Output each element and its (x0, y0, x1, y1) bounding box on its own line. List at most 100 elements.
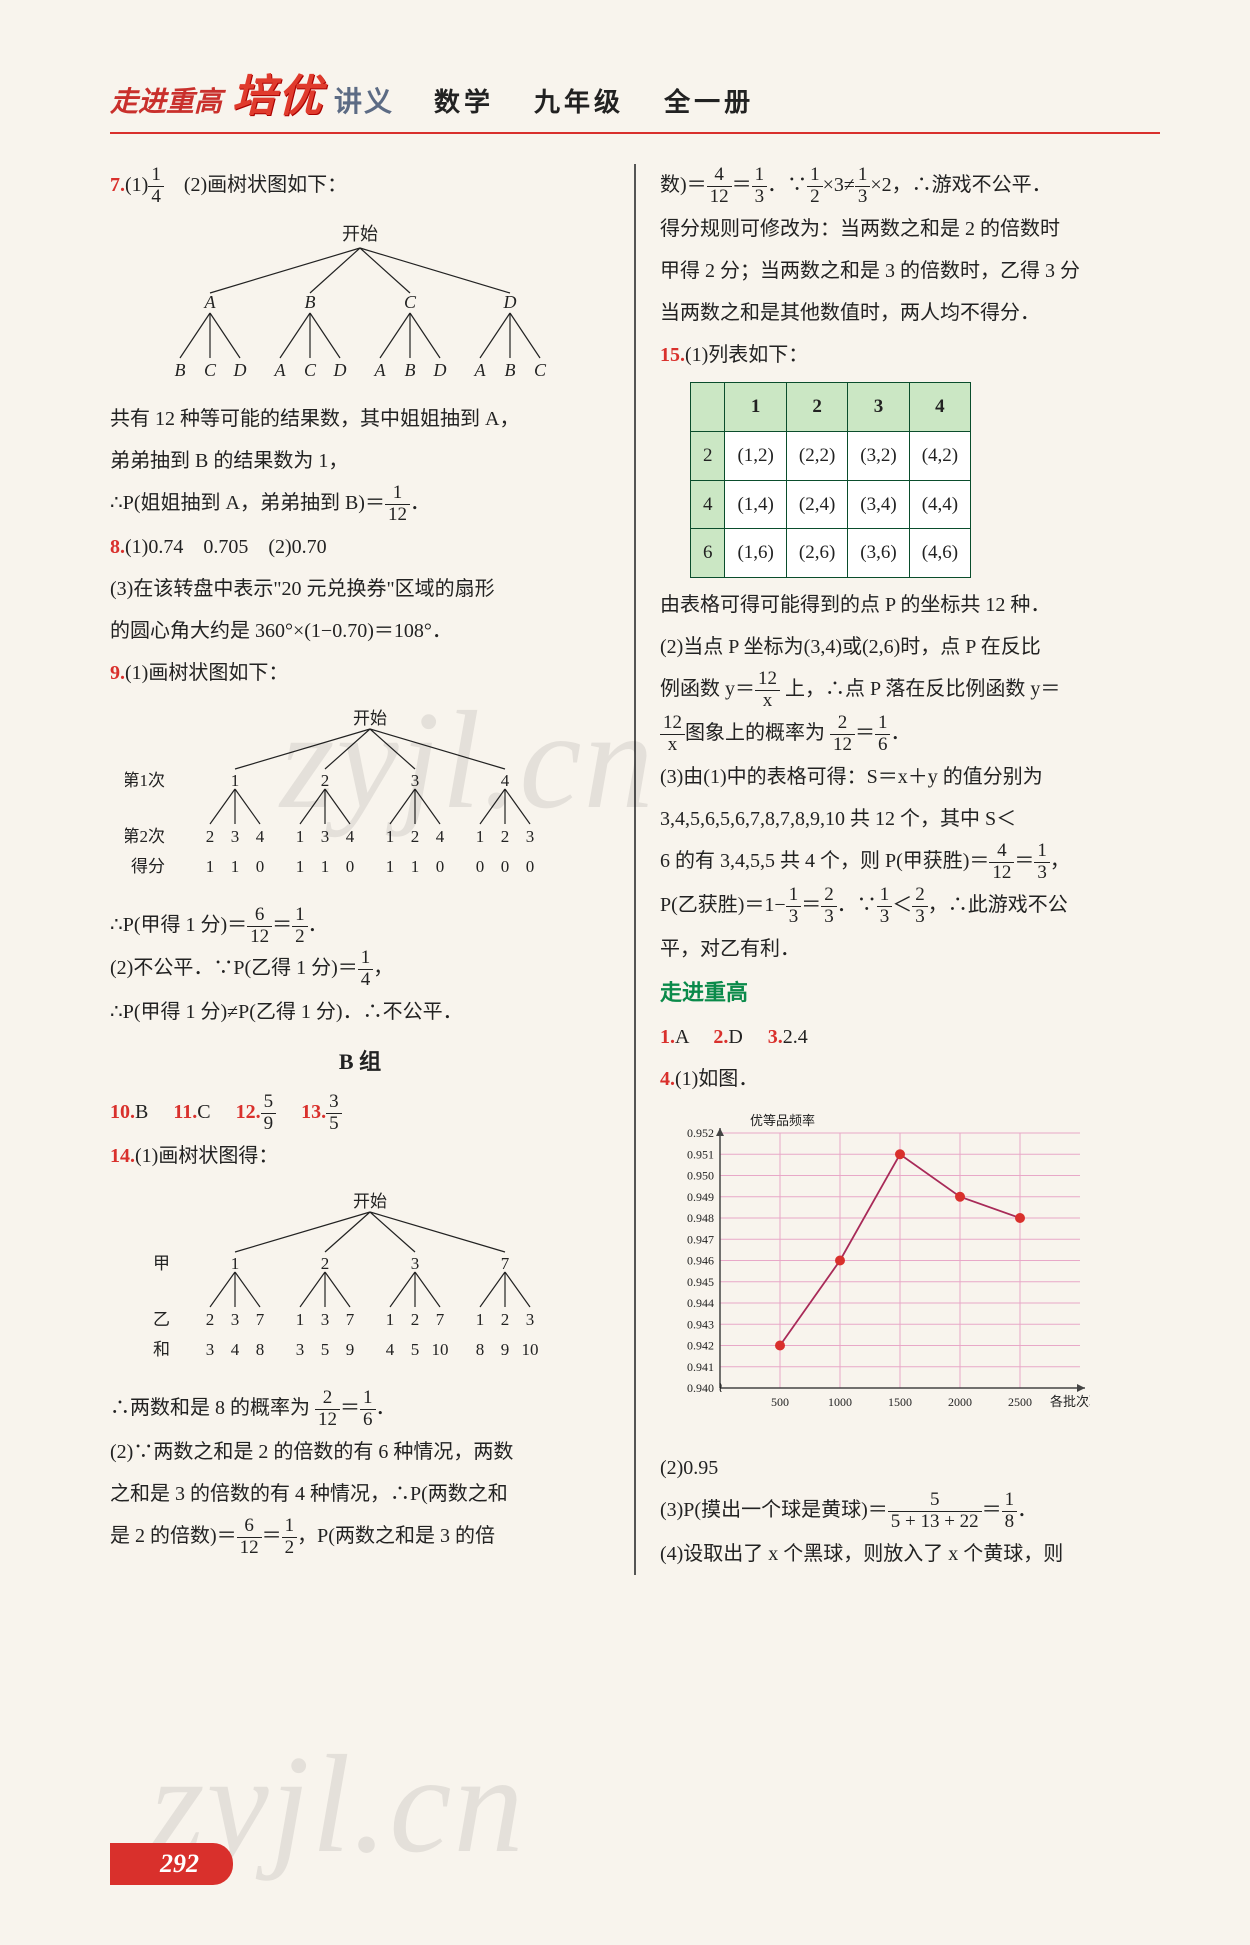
svg-text:C: C (404, 292, 417, 312)
header-brand-2: 培优 (232, 60, 324, 124)
a4d: (4)设取出了 x 个黑球，则放入了 x 个黄球，则 (660, 1533, 1160, 1575)
svg-text:A: A (274, 360, 287, 380)
svg-text:0.942: 0.942 (687, 1338, 714, 1352)
q15c-l3: 12x图象上的概率为 212＝16． (660, 712, 1160, 756)
svg-text:0: 0 (476, 857, 485, 876)
cont-l2: 得分规则可修改为：当两数之和是 2 的倍数时 (660, 208, 1160, 250)
section-zjzg: 走进重高 (660, 970, 1160, 1016)
svg-text:1: 1 (386, 857, 395, 876)
svg-text:C: C (534, 360, 547, 380)
q15d-l2: 3,4,5,6,5,6,7,8,7,8,9,10 共 12 个，其中 S＜ (660, 798, 1160, 840)
svg-text:甲: 甲 (153, 1254, 170, 1273)
svg-text:开始: 开始 (342, 224, 378, 244)
svg-text:得分: 得分 (131, 857, 165, 876)
svg-text:0.940: 0.940 (687, 1381, 714, 1395)
cont-l1: 数)＝412＝13．∵12×3≠13×2，∴游戏不公平． (660, 164, 1160, 208)
q9c: (2)不公平．∵P(乙得 1 分)＝14， (110, 947, 610, 991)
svg-text:0: 0 (346, 857, 355, 876)
svg-text:9: 9 (346, 1340, 355, 1359)
q15c-l1: (2)当点 P 坐标为(3,4)或(2,6)时，点 P 在反比 (660, 626, 1160, 668)
svg-text:3: 3 (321, 827, 330, 846)
svg-text:4: 4 (501, 771, 510, 790)
svg-text:0.948: 0.948 (687, 1211, 714, 1225)
svg-text:2500: 2500 (1008, 1395, 1032, 1409)
q7-text2: 弟弟抽到 B 的结果数为 1， (110, 440, 610, 482)
svg-text:3: 3 (231, 1310, 240, 1329)
svg-text:1: 1 (296, 1310, 305, 1329)
q15-line: 15.(1)列表如下： (660, 334, 1160, 376)
page-header: 走进重高 培优 讲义 数学 九年级 全一册 (110, 60, 1160, 134)
tree-diagram-14: 开始 甲 12 37 乙 237 137 127 123 和 348 359 4… (125, 1187, 595, 1377)
q7-num: 7. (110, 174, 125, 196)
a4b: (2)0.95 (660, 1447, 1160, 1489)
svg-text:1: 1 (296, 857, 305, 876)
svg-text:3: 3 (321, 1310, 330, 1329)
svg-text:B: B (405, 360, 416, 380)
svg-text:4: 4 (346, 827, 355, 846)
q15e-l1: P(乙获胜)＝1−13＝23．∵13＜23，∴此游戏不公 (660, 884, 1160, 928)
svg-text:10: 10 (432, 1340, 449, 1359)
svg-text:0.946: 0.946 (687, 1253, 714, 1267)
q15e-l2: 平，对乙有利． (660, 928, 1160, 970)
svg-text:4: 4 (231, 1340, 240, 1359)
svg-text:1: 1 (231, 857, 240, 876)
svg-text:3: 3 (296, 1340, 305, 1359)
svg-text:0: 0 (436, 857, 445, 876)
q8b-l1: (3)在该转盘中表示"20 元兑换券"区域的扇形 (110, 568, 610, 610)
svg-text:A: A (474, 360, 487, 380)
svg-text:5: 5 (321, 1340, 330, 1359)
svg-text:7: 7 (346, 1310, 355, 1329)
svg-text:10: 10 (522, 1340, 539, 1359)
svg-text:0.947: 0.947 (687, 1232, 714, 1246)
q9-line: 9.(1)画树状图如下： (110, 652, 610, 694)
svg-text:1: 1 (206, 857, 215, 876)
svg-text:8: 8 (256, 1340, 265, 1359)
svg-text:2: 2 (321, 771, 330, 790)
svg-text:0.949: 0.949 (687, 1189, 714, 1203)
svg-text:4: 4 (436, 827, 445, 846)
q15d-l1: (3)由(1)中的表格可得：S＝x＋y 的值分别为 (660, 756, 1160, 798)
svg-text:和: 和 (153, 1340, 170, 1359)
q14c-l2: 之和是 3 的倍数的有 4 种情况，∴P(两数之和 (110, 1473, 610, 1515)
right-column: 数)＝412＝13．∵12×3≠13×2，∴游戏不公平． 得分规则可修改为：当两… (660, 164, 1160, 1575)
svg-text:0.950: 0.950 (687, 1168, 714, 1182)
svg-text:优等品频率: 优等品频率 (750, 1113, 815, 1128)
svg-text:2: 2 (411, 827, 420, 846)
q7-text3: ∴P(姐姐抽到 A，弟弟抽到 B)＝112． (110, 482, 610, 526)
svg-text:2: 2 (206, 827, 215, 846)
svg-text:3: 3 (411, 771, 420, 790)
svg-text:第2次: 第2次 (125, 827, 165, 846)
svg-text:2: 2 (206, 1310, 215, 1329)
svg-text:C: C (204, 360, 217, 380)
q7-p1: (1) (125, 174, 148, 196)
cont-l3: 甲得 2 分；当两数之和是 3 的倍数时，乙得 3 分 (660, 250, 1160, 292)
svg-text:3: 3 (526, 1310, 535, 1329)
left-column: 7.(1)14 (2)画树状图如下： 开始 A B C D BCD ACD AB… (110, 164, 610, 1575)
q7-text1: 共有 12 种等可能的结果数，其中姐姐抽到 A， (110, 398, 610, 440)
svg-text:1: 1 (321, 857, 330, 876)
q14-line: 14.(1)画树状图得： (110, 1135, 610, 1177)
svg-text:7: 7 (436, 1310, 445, 1329)
q15b: 由表格可得可能得到的点 P 的坐标共 12 种． (660, 584, 1160, 626)
column-divider (634, 164, 636, 1575)
svg-text:1: 1 (386, 827, 395, 846)
svg-text:9: 9 (501, 1340, 510, 1359)
svg-text:B: B (505, 360, 516, 380)
svg-text:1500: 1500 (888, 1395, 912, 1409)
q15c-l2: 例函数 y＝12x 上，∴点 P 落在反比例函数 y＝ (660, 668, 1160, 712)
svg-text:2: 2 (321, 1254, 330, 1273)
svg-text:0.945: 0.945 (687, 1274, 714, 1288)
svg-text:0: 0 (526, 857, 535, 876)
svg-text:1: 1 (231, 1254, 240, 1273)
svg-text:7: 7 (256, 1310, 265, 1329)
svg-text:C: C (304, 360, 317, 380)
q14c-l3: 是 2 的倍数)＝612＝12，P(两数之和是 3 的倍 (110, 1515, 610, 1559)
q14b: ∴两数和是 8 的概率为 212＝16． (110, 1387, 610, 1431)
svg-text:1: 1 (296, 827, 305, 846)
group-b-heading: B 组 (110, 1039, 610, 1085)
header-grade: 九年级 (534, 82, 624, 119)
svg-text:第1次: 第1次 (125, 771, 165, 790)
q8-line: 8.(1)0.74 0.705 (2)0.70 (110, 526, 610, 568)
cont-l4: 当两数之和是其他数值时，两人均不得分． (660, 292, 1160, 334)
svg-text:1: 1 (476, 827, 485, 846)
